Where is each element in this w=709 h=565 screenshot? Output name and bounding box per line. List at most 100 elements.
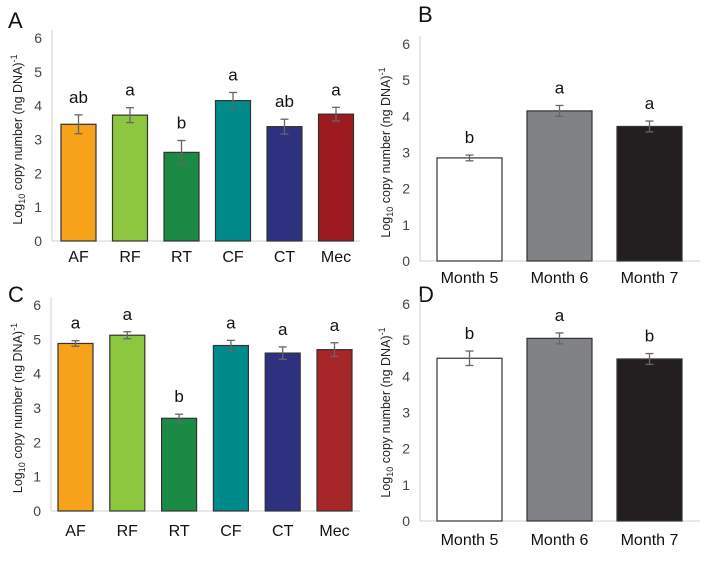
significance-label: a bbox=[645, 94, 655, 113]
bar-CF bbox=[212, 344, 249, 512]
panel-label: A bbox=[8, 8, 23, 33]
panel-label: C bbox=[8, 282, 24, 307]
y-tick-label: 2 bbox=[33, 434, 41, 450]
significance-label: a bbox=[555, 78, 565, 97]
significance-label: ab bbox=[69, 88, 88, 107]
y-tick-label: 6 bbox=[402, 36, 410, 52]
y-tick-label: 3 bbox=[33, 400, 41, 416]
bar-CT bbox=[266, 126, 303, 242]
bar-AF bbox=[57, 342, 94, 512]
y-axis-label: Log10 copy number (ng DNA)-1 bbox=[9, 54, 27, 224]
y-tick-label: 4 bbox=[34, 98, 42, 114]
significance-label: a bbox=[71, 314, 81, 333]
significance-label: a bbox=[226, 313, 236, 332]
significance-label: a bbox=[330, 316, 340, 335]
y-tick-label: 0 bbox=[402, 513, 410, 529]
x-tick-label: RF bbox=[119, 249, 141, 266]
x-tick-label: Mec bbox=[319, 523, 349, 540]
significance-label: b bbox=[174, 387, 183, 406]
error-bar bbox=[74, 114, 83, 135]
error-bar bbox=[465, 154, 474, 162]
y-tick-label: 6 bbox=[402, 296, 410, 312]
error-bar bbox=[126, 107, 134, 124]
x-tick-label: RT bbox=[169, 523, 190, 540]
x-tick-label: AF bbox=[65, 523, 86, 540]
error-bar bbox=[555, 332, 564, 345]
y-tick-label: 1 bbox=[402, 217, 410, 233]
significance-label: b bbox=[465, 324, 474, 343]
error-bar bbox=[330, 342, 339, 358]
bar-RT bbox=[163, 151, 200, 242]
y-tick-label: 5 bbox=[402, 332, 410, 348]
x-tick-label: CT bbox=[272, 523, 294, 540]
x-tick-label: Month 7 bbox=[621, 532, 679, 549]
bar-Month 6 bbox=[526, 337, 593, 522]
bar-RF bbox=[109, 334, 146, 512]
error-bar bbox=[71, 340, 80, 347]
y-tick-label: 2 bbox=[402, 181, 410, 197]
significance-label: b bbox=[465, 128, 474, 147]
error-bar bbox=[175, 413, 184, 424]
error-bar bbox=[645, 120, 654, 133]
error-bar bbox=[465, 350, 474, 367]
bar-RT bbox=[161, 417, 198, 512]
y-tick-label: 5 bbox=[33, 331, 41, 347]
x-tick-label: Month 6 bbox=[531, 270, 589, 287]
bar-Month 5 bbox=[436, 357, 503, 522]
significance-label: ab bbox=[275, 92, 294, 111]
y-tick-label: 1 bbox=[33, 469, 41, 485]
x-tick-label: AF bbox=[68, 249, 89, 266]
bar-Month 6 bbox=[526, 110, 593, 262]
y-tick-label: 6 bbox=[33, 297, 41, 313]
x-tick-label: Mec bbox=[321, 249, 351, 266]
y-tick-label: 0 bbox=[34, 233, 42, 249]
y-axis-label: Log10 copy number (ng DNA)-1 bbox=[377, 67, 395, 237]
y-tick-label: 3 bbox=[34, 132, 42, 148]
panel-label: B bbox=[418, 2, 433, 27]
x-tick-label: Month 5 bbox=[441, 532, 499, 549]
y-tick-label: 0 bbox=[402, 253, 410, 269]
y-axis-label: Log10 copy number (ng DNA)-1 bbox=[9, 323, 27, 493]
error-bar bbox=[332, 106, 340, 122]
error-bar bbox=[555, 104, 564, 117]
bar-Mec bbox=[317, 113, 355, 242]
error-bar bbox=[226, 339, 235, 352]
x-tick-label: RF bbox=[117, 523, 139, 540]
y-tick-label: 3 bbox=[402, 145, 410, 161]
error-bar bbox=[177, 139, 186, 165]
bar-CT bbox=[264, 352, 301, 512]
bar-Month 7 bbox=[616, 125, 683, 262]
x-tick-label: CT bbox=[274, 249, 296, 266]
panel-D: D 0 1 2 3 4 5 6 Log10 copy number (ng DNA)-1 b Mon… bbox=[377, 282, 700, 549]
significance-label: a bbox=[555, 306, 565, 325]
y-tick-label: 4 bbox=[402, 108, 410, 124]
significance-label: a bbox=[125, 81, 135, 100]
panel-label: D bbox=[418, 282, 434, 307]
significance-label: b bbox=[177, 114, 186, 133]
panel-C: C 0 1 2 3 4 5 6 Log10 copy number (ng DNA)-1 a AF a… bbox=[8, 282, 360, 540]
y-tick-label: 5 bbox=[34, 64, 42, 80]
y-tick-label: 0 bbox=[33, 503, 41, 519]
bar-CF bbox=[214, 99, 252, 242]
significance-label: a bbox=[123, 305, 133, 324]
error-bar bbox=[278, 346, 287, 360]
significance-label: a bbox=[228, 65, 238, 84]
y-tick-label: 4 bbox=[33, 366, 41, 382]
y-tick-label: 1 bbox=[402, 477, 410, 493]
significance-label: a bbox=[331, 80, 341, 99]
x-tick-label: Month 7 bbox=[621, 270, 679, 287]
x-tick-label: RT bbox=[171, 249, 192, 266]
y-tick-label: 3 bbox=[402, 405, 410, 421]
bar-AF bbox=[60, 123, 97, 242]
significance-label: a bbox=[278, 320, 288, 339]
x-tick-label: Month 6 bbox=[531, 532, 589, 549]
y-axis-label: Log10 copy number (ng DNA)-1 bbox=[377, 327, 395, 497]
error-bar bbox=[280, 118, 289, 135]
y-tick-label: 4 bbox=[402, 368, 410, 384]
significance-label: b bbox=[645, 327, 654, 346]
error-bar bbox=[645, 352, 654, 366]
panel-B: B 0 1 2 3 4 5 6 Log10 copy number (ng DNA)-1 b Mon… bbox=[377, 2, 700, 287]
y-tick-label: 2 bbox=[402, 441, 410, 457]
